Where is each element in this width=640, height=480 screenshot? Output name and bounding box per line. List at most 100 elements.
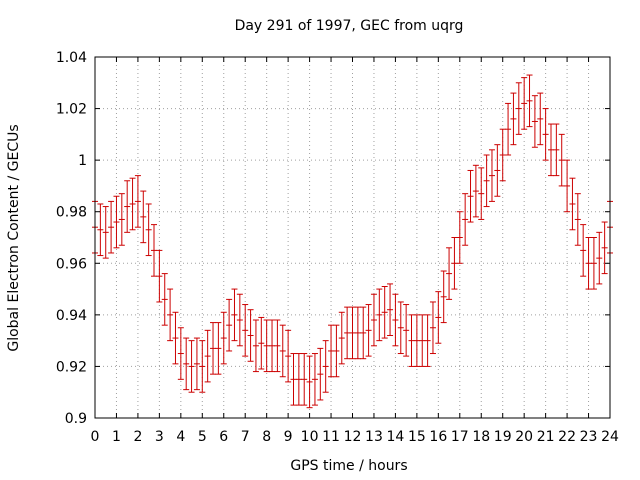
error-bar [585, 237, 592, 290]
y-tick-label: 0.9 [65, 411, 87, 427]
error-bar [140, 190, 147, 244]
error-bar [344, 306, 351, 360]
error-bar [376, 288, 383, 342]
error-bar [440, 270, 447, 324]
y-tick-label: 0.92 [56, 359, 87, 375]
axis-ticks: 0 1 2 3 4 5 6 7 8 9 10 11 12 13 14 15 16 17 18 19 20 21 22 23 24… [56, 50, 619, 445]
error-bar [167, 288, 174, 342]
error-bar [397, 301, 404, 355]
x-tick-label: 5 [198, 429, 207, 445]
error-bar [263, 319, 270, 373]
error-bar [322, 340, 329, 393]
error-bar [601, 221, 608, 275]
error-bar [569, 177, 576, 231]
error-bar [317, 347, 324, 401]
error-bar [370, 293, 377, 347]
error-bar [462, 193, 469, 246]
error-bar [145, 203, 152, 257]
x-tick-label: 14 [387, 429, 405, 445]
x-tick-label: 18 [472, 429, 490, 445]
error-bar [102, 206, 109, 259]
x-tick-label: 15 [408, 429, 426, 445]
error-bar [210, 322, 217, 375]
x-tick-label: 9 [284, 429, 293, 445]
error-bar [274, 319, 281, 373]
x-tick-label: 4 [176, 429, 185, 445]
error-bar [151, 224, 158, 277]
error-bar [596, 231, 603, 285]
error-bar [338, 311, 345, 365]
x-tick-label: 6 [219, 429, 228, 445]
error-bar [118, 193, 125, 246]
error-bar [387, 283, 394, 336]
error-bar [258, 316, 265, 370]
error-bar [505, 102, 512, 156]
error-bar [553, 123, 560, 177]
error-bar [328, 324, 335, 378]
error-bar [226, 298, 233, 352]
error-bar [97, 203, 104, 257]
error-bar [306, 355, 313, 409]
error-bar [403, 304, 410, 357]
x-tick-label: 11 [322, 429, 340, 445]
error-bar [129, 177, 136, 231]
error-bar [285, 329, 292, 383]
y-axis-label: Global Electron Content / GECUs [6, 124, 22, 351]
error-bar [301, 353, 308, 406]
x-tick-label: 19 [494, 429, 512, 445]
y-tick-label: 0.98 [56, 205, 87, 221]
error-bar [499, 128, 506, 182]
error-bar [204, 329, 211, 383]
error-bar [113, 195, 120, 249]
chart-title: Day 291 of 1997, GEC from uqrg [235, 18, 464, 34]
error-bar [526, 74, 533, 128]
error-bar [311, 353, 318, 406]
x-tick-label: 7 [241, 429, 250, 445]
error-bar [537, 92, 544, 146]
error-bar [429, 301, 436, 355]
x-tick-label: 24 [601, 429, 619, 445]
x-tick-label: 12 [344, 429, 362, 445]
x-tick-label: 22 [558, 429, 576, 445]
x-tick-label: 2 [133, 429, 142, 445]
y-tick-label: 1.04 [56, 50, 87, 66]
error-bar [483, 154, 490, 208]
error-bar [199, 340, 206, 393]
error-bar [188, 340, 195, 393]
y-tick-label: 1.02 [56, 102, 87, 118]
error-bar [521, 77, 528, 130]
error-bar [172, 311, 179, 365]
error-bar [124, 180, 131, 233]
error-bar [236, 293, 243, 347]
error-bar [231, 288, 238, 342]
error-bar [531, 95, 538, 148]
x-axis-label: GPS time / hours [290, 458, 407, 474]
error-bar [381, 285, 388, 339]
error-bar [177, 327, 184, 380]
error-bar [472, 164, 479, 218]
error-bar [193, 337, 200, 391]
error-bar [590, 237, 597, 290]
error-bar [574, 193, 581, 246]
x-tick-label: 3 [155, 429, 164, 445]
x-tick-label: 1 [112, 429, 121, 445]
error-bar [156, 249, 163, 303]
gec-series [92, 74, 613, 409]
error-bar [365, 304, 372, 357]
error-bar [295, 353, 302, 406]
error-bar [290, 353, 297, 406]
error-bar [333, 324, 340, 378]
error-bar [558, 133, 565, 187]
error-bar [451, 237, 458, 290]
error-bar [446, 247, 453, 300]
error-bar [349, 306, 356, 360]
x-tick-label: 21 [537, 429, 555, 445]
x-tick-label: 20 [515, 429, 533, 445]
x-tick-label: 10 [301, 429, 319, 445]
y-tick-label: 0.96 [56, 256, 87, 272]
error-bar [494, 144, 501, 197]
error-bar [247, 309, 254, 362]
error-bar [408, 314, 415, 367]
error-bar [564, 159, 571, 213]
